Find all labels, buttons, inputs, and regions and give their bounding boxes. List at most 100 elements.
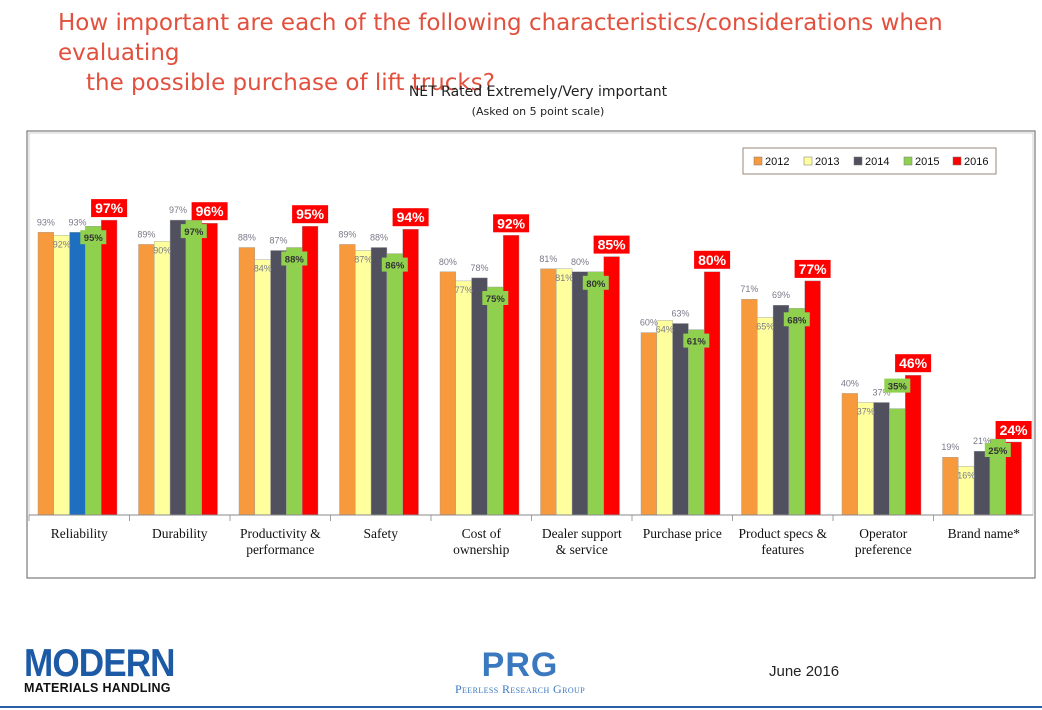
label-box-2015-1: [180, 224, 207, 239]
data-label-2013-3: 87%: [354, 255, 372, 265]
label-box-2016-3: [392, 208, 429, 227]
bar-chart: 93% 92% 93% 95% 97% 89% 90% 97% 97% 96% 88% 84% 87% 8…: [26, 130, 1036, 579]
data-label-2014-2: 87%: [269, 236, 287, 246]
data-label-2012-4: 80%: [439, 257, 457, 267]
bar-2015-3: [386, 253, 403, 516]
data-label-2012-2: 88%: [238, 233, 256, 243]
chart-legend: 2012 2013 2014 2015 2016: [742, 147, 997, 175]
data-label-2013-6: 64%: [656, 324, 674, 334]
data-label-2016-1: 96%: [196, 203, 225, 219]
category-label-5-line-1: & service: [556, 542, 608, 557]
bar-2013-1: [154, 241, 171, 516]
label-box-2015-5: [582, 275, 609, 290]
label-box-2016-2: [292, 205, 329, 224]
data-label-2013-7: 65%: [756, 321, 774, 331]
data-label-2012-3: 89%: [338, 229, 356, 239]
bar-2015-5: [587, 271, 604, 516]
bar-2015-4: [487, 286, 504, 516]
bar-2013-2: [254, 259, 271, 516]
label-box-2015-8: [884, 378, 911, 393]
data-label-2013-8: 37%: [857, 407, 875, 417]
bar-2016-2: [302, 225, 319, 516]
footer-date: June 2016: [769, 663, 840, 680]
data-label-2015-6: 61%: [687, 337, 707, 348]
bar-2013-3: [355, 250, 372, 516]
legend-swatch-2015: [903, 156, 913, 166]
bar-2015-6: [688, 329, 705, 516]
label-box-2015-6: [683, 333, 710, 348]
bar-2012-4: [439, 271, 457, 516]
data-label-2015-4: 75%: [486, 294, 506, 305]
footer-divider: [0, 706, 1042, 708]
bar-2012-1: [138, 244, 155, 516]
bar-2016-0: [100, 219, 118, 516]
data-label-2015-5: 80%: [586, 279, 606, 290]
data-label-2016-8: 46%: [899, 355, 928, 371]
chart-subnote: (Asked on 5 point scale): [471, 105, 605, 118]
data-label-2015-8: 35%: [888, 382, 908, 393]
data-label-2014-8: 37%: [872, 388, 890, 398]
bar-2013-5: [556, 268, 573, 516]
data-label-2015-0: 95%: [84, 233, 104, 244]
category-label-5-line-0: Dealer support: [542, 526, 622, 541]
legend-label-2014: 2014: [865, 156, 889, 168]
bar-2015-7: [788, 308, 805, 516]
data-label-2016-9: 24%: [1000, 422, 1029, 438]
data-label-2016-0: 97%: [95, 200, 124, 216]
label-box-2016-7: [794, 259, 831, 278]
bar-2016-4: [503, 235, 520, 516]
page-title: How important are each of the following …: [58, 8, 1028, 98]
title-line-2: the possible purchase of lift trucks?: [86, 70, 495, 96]
bar-2012-2: [238, 247, 256, 516]
data-label-2015-3: 86%: [385, 261, 405, 272]
data-label-2013-0: 92%: [53, 239, 71, 249]
legend-swatch-2016: [952, 156, 962, 166]
bar-2016-8: [905, 375, 922, 516]
bar-2012-7: [741, 299, 758, 516]
data-label-2014-6: 63%: [671, 309, 689, 319]
label-box-2015-2: [281, 251, 308, 266]
data-label-2014-5: 80%: [571, 257, 589, 267]
category-label-3: Safety: [364, 526, 399, 541]
data-label-2013-1: 90%: [153, 245, 171, 255]
bar-2012-9: [942, 457, 959, 516]
data-label-2014-9: 21%: [973, 436, 991, 446]
label-box-2016-4: [493, 214, 530, 233]
title-line-1: How important are each of the following …: [58, 10, 943, 66]
category-label-0: Reliability: [51, 526, 108, 541]
legend-label-2013: 2013: [815, 156, 839, 168]
category-label-2-line-0: Productivity &: [240, 526, 321, 541]
bar-2014-9: [973, 451, 991, 516]
data-label-2012-1: 89%: [137, 229, 155, 239]
data-label-2016-2: 95%: [296, 206, 325, 222]
bar-2016-5: [603, 256, 620, 516]
peerless-research-group-logo: PRG Peerless Research Group: [454, 646, 586, 696]
bar-2012-0: [37, 232, 55, 516]
bar-2013-7: [757, 317, 774, 516]
data-label-2014-3: 88%: [370, 233, 388, 243]
category-label-2-line-1: performance: [246, 542, 314, 557]
category-label-1: Durability: [152, 526, 208, 541]
bar-2015-2: [286, 247, 303, 516]
label-box-2016-9: [995, 421, 1032, 439]
bar-2015-8: [889, 408, 906, 516]
bar-2016-3: [402, 228, 419, 516]
label-box-2015-9: [984, 443, 1011, 457]
bar-2012-6: [640, 332, 658, 516]
label-box-2016-5: [593, 235, 630, 254]
bar-2016-6: [704, 271, 721, 516]
data-label-2012-9: 19%: [941, 442, 959, 452]
category-label-8-line-1: preference: [855, 542, 912, 557]
data-label-2012-8: 40%: [841, 378, 859, 388]
legend-swatch-2014: [853, 156, 863, 166]
bar-2014-4: [471, 277, 488, 516]
bar-2012-5: [540, 268, 557, 516]
data-label-2016-7: 77%: [799, 261, 828, 277]
bar-2014-2: [270, 250, 287, 516]
bar-2013-8: [857, 402, 874, 516]
modern-materials-handling-logo: MODERN MATERIALS HANDLING: [24, 642, 176, 695]
data-label-2014-7: 69%: [772, 290, 790, 300]
category-label-4-line-0: Cost of: [462, 526, 502, 541]
data-label-2013-9: 16%: [957, 470, 975, 480]
bar-2014-8: [873, 402, 890, 516]
